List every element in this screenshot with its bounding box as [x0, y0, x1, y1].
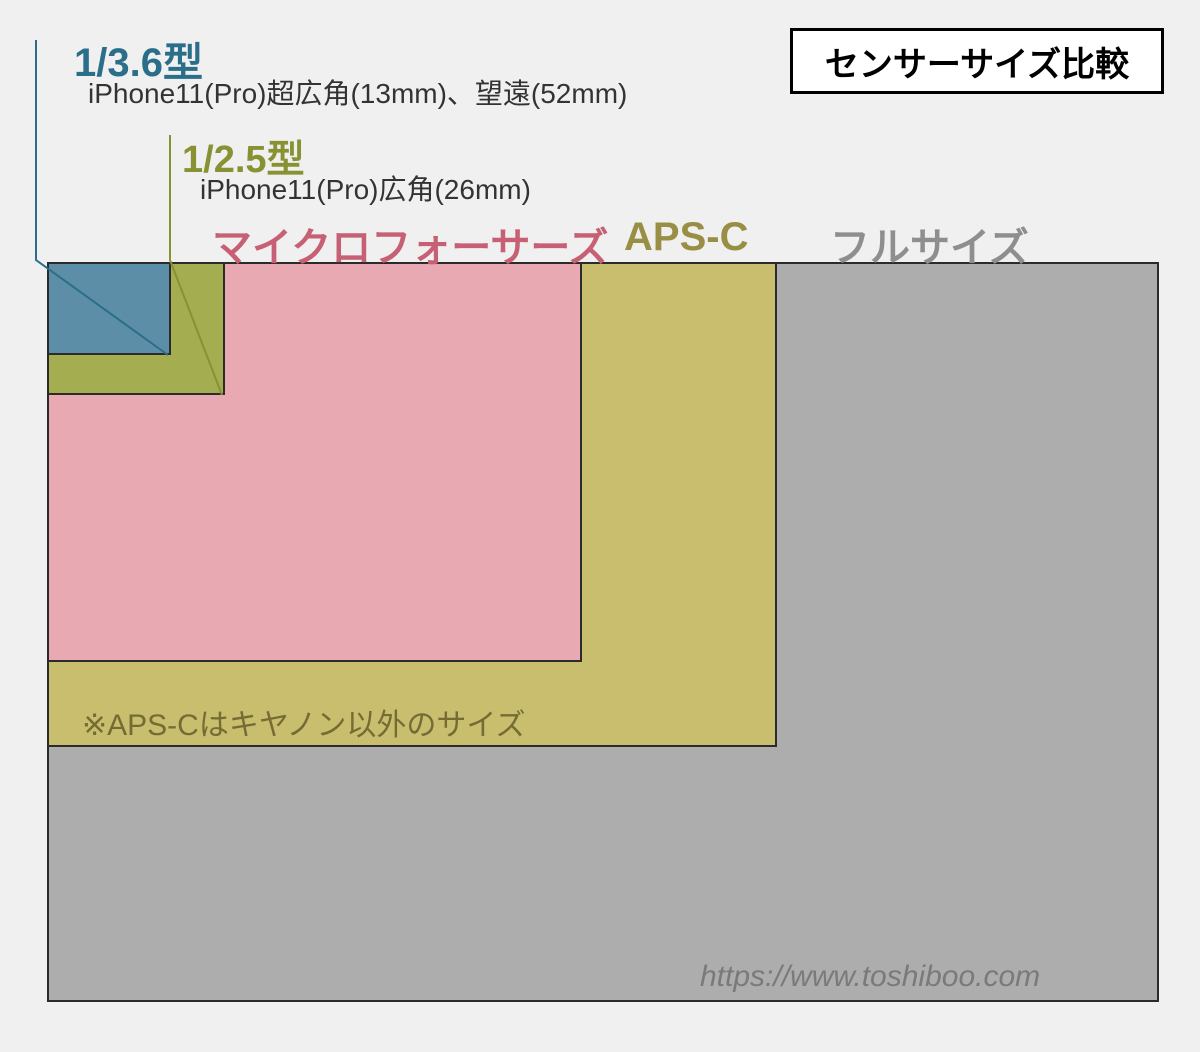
aps-c-note: ※APS-Cはキヤノン以外のサイズ [82, 700, 526, 744]
credit-url: https://www.toshiboo.com [700, 960, 1040, 994]
diagram-stage: センサーサイズ比較 マイクロフォーサーズ APS-C フルサイズ 1/2.5型 … [0, 0, 1200, 1052]
title-box: センサーサイズ比較 [790, 28, 1164, 94]
label-aps-c: APS-C [624, 215, 748, 260]
label-m43: マイクロフォーサーズ [212, 215, 608, 273]
subtitle-1-2-5: iPhone11(Pro)広角(26mm) [200, 168, 531, 208]
title-text: センサーサイズ比較 [825, 37, 1129, 86]
sensor-1-3-6 [47, 262, 171, 355]
subtitle-1-3-6: iPhone11(Pro)超広角(13mm)、望遠(52mm) [88, 72, 627, 112]
label-full-frame: フルサイズ [830, 215, 1029, 273]
